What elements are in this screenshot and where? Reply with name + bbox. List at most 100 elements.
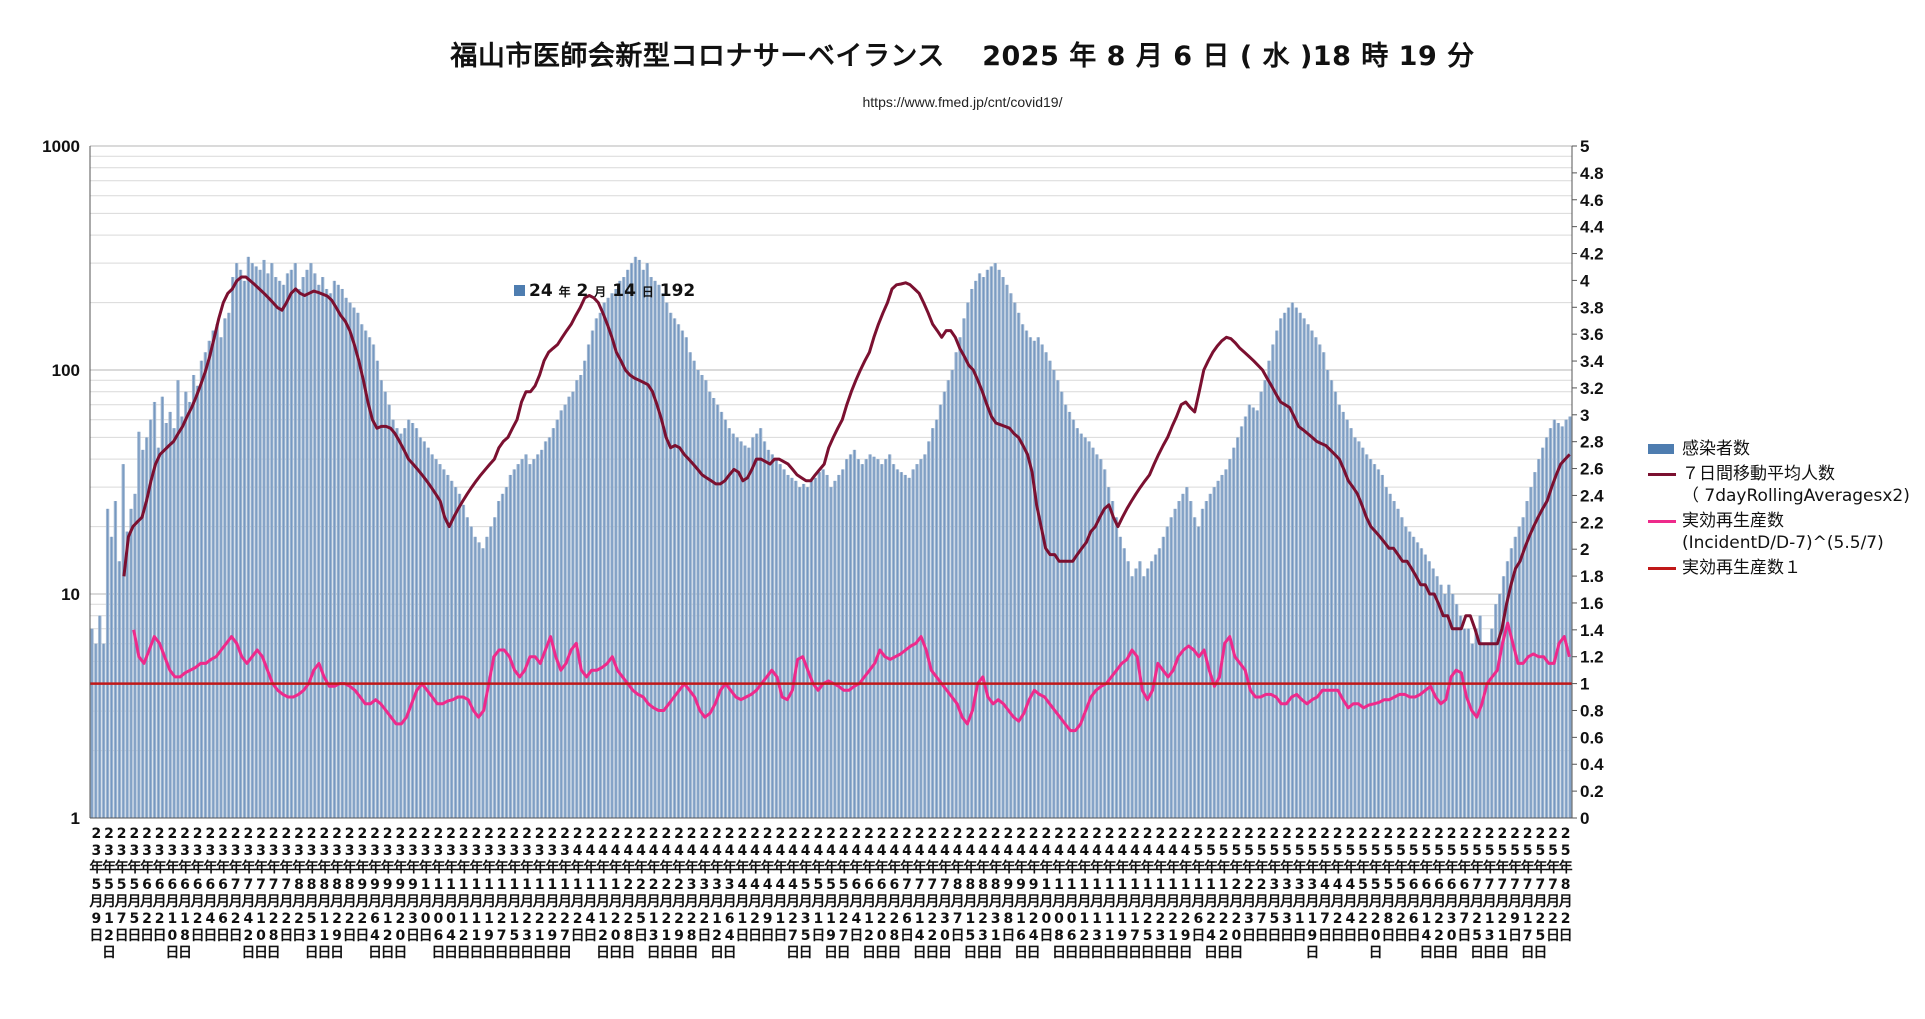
case-bar-core <box>267 273 269 818</box>
x-tick-char: 年 <box>482 859 496 876</box>
x-tick-char: 4 <box>1092 843 1102 859</box>
x-tick-char: 月 <box>962 894 977 910</box>
case-bar-core <box>1221 474 1223 818</box>
case-bar-core <box>552 428 554 818</box>
case-bar-core <box>1131 576 1133 818</box>
y2-tick-label: 2.8 <box>1580 433 1604 452</box>
x-tick-char: 年 <box>89 859 103 876</box>
x-tick-char: 4 <box>370 928 380 944</box>
x-tick-char: 月 <box>1342 894 1357 910</box>
x-tick-char: 日 <box>254 945 268 961</box>
x-tick-char: 4 <box>585 843 595 859</box>
x-tick-char: 月 <box>240 894 255 910</box>
x-tick-char: 日 <box>317 945 331 961</box>
x-tick-char: 2 <box>1231 911 1241 927</box>
x-tick-char: 日 <box>1445 945 1459 961</box>
x-tick-char: 日 <box>875 945 889 961</box>
x-tick-char: 7 <box>269 877 279 893</box>
x-tick-char: 5 <box>1143 928 1153 944</box>
x-tick-char: 1 <box>991 928 1001 944</box>
y-tick-label: 1 <box>71 809 80 828</box>
x-tick-char: 3 <box>459 843 469 859</box>
x-tick-char: 3 <box>725 877 735 893</box>
case-bar-core <box>466 517 468 818</box>
annotation-year-char: 年 <box>558 285 571 299</box>
x-tick-char: 1 <box>104 911 114 927</box>
case-bar-core <box>423 441 425 818</box>
x-tick-char: 月 <box>1532 894 1547 910</box>
x-tick-char: 3 <box>319 843 329 859</box>
case-bar-core <box>830 487 832 818</box>
x-tick-char: 2 <box>674 826 684 842</box>
x-tick-char: 年 <box>267 859 281 876</box>
x-tick-char: 2 <box>902 826 912 842</box>
case-bar-core <box>435 459 437 818</box>
x-axis-labels: 23年5月9日23年5月12日23年5月7日23年5月5日23年6月2日23年6… <box>88 826 1572 961</box>
x-tick-char: 年 <box>735 859 749 876</box>
x-tick-char: 2 <box>839 911 849 927</box>
x-tick-char: 4 <box>750 877 760 893</box>
x-tick-char: 0 <box>433 911 443 927</box>
x-tick-char: 2 <box>1459 826 1469 842</box>
case-bar-core <box>1194 517 1196 818</box>
x-tick-char: 年 <box>229 859 243 876</box>
case-bar-core <box>443 469 445 818</box>
case-bar-core <box>724 419 727 818</box>
case-bar-core <box>1108 487 1110 818</box>
x-tick-char: 9 <box>408 877 418 893</box>
x-tick-char: 4 <box>1003 843 1013 859</box>
x-tick-char: 年 <box>1508 859 1522 876</box>
x-tick-char: 4 <box>1155 843 1165 859</box>
x-tick-char: 6 <box>433 928 443 944</box>
x-tick-char: 年 <box>1204 859 1218 876</box>
case-bar-core <box>846 459 848 818</box>
x-tick-char: 8 <box>180 928 190 944</box>
case-bar-core <box>455 487 457 818</box>
case-bar-core <box>971 288 973 818</box>
case-bar-core <box>1350 428 1352 818</box>
case-bar-core <box>279 280 281 818</box>
x-tick-char: 年 <box>1419 859 1433 876</box>
case-bar-core <box>161 396 163 818</box>
x-tick-char: 5 <box>1282 843 1292 859</box>
case-bar-core <box>650 277 652 818</box>
x-tick-char: 年 <box>203 859 217 876</box>
x-tick-char: 0 <box>1054 911 1064 927</box>
x-tick-char: 2 <box>687 826 697 842</box>
x-tick-char: 日 <box>393 945 407 961</box>
x-tick-char: 月 <box>418 894 433 910</box>
x-tick-char: 8 <box>623 928 633 944</box>
source-url[interactable]: https://www.fmed.jp/cnt/covid19/ <box>862 94 1063 110</box>
x-tick-char: 4 <box>725 843 735 859</box>
x-tick-char: 日 <box>1470 945 1484 961</box>
case-bar-core <box>1471 643 1473 818</box>
x-tick-char: 2 <box>623 826 633 842</box>
x-tick-char: 年 <box>811 859 825 876</box>
case-bar-core <box>498 501 500 818</box>
x-tick-char: 2 <box>104 928 114 944</box>
x-tick-char: 2 <box>1497 911 1507 927</box>
x-tick-char: 5 <box>104 877 114 893</box>
x-tick-char: 2 <box>1219 911 1229 927</box>
x-tick-char: 3 <box>991 911 1001 927</box>
x-tick-char: 年 <box>1128 859 1142 876</box>
x-tick-char: 1 <box>915 911 925 927</box>
x-tick-char: 5 <box>1472 928 1482 944</box>
x-tick-char: 4 <box>712 843 722 859</box>
x-tick-char: 2 <box>1054 826 1064 842</box>
x-tick-char: 日 <box>507 945 521 961</box>
case-bar-core <box>1037 337 1039 818</box>
x-tick-char: 年 <box>913 859 927 876</box>
x-tick-char: 月 <box>912 894 927 910</box>
x-tick-char: 1 <box>1168 928 1178 944</box>
x-tick-char: 日 <box>723 945 737 961</box>
x-tick-char: 7 <box>497 928 507 944</box>
x-tick-char: 3 <box>497 843 507 859</box>
x-tick-char: 日 <box>115 928 129 944</box>
